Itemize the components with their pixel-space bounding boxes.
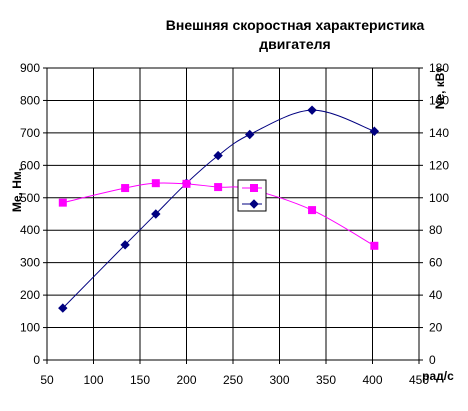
y-left-tick-label: 600: [20, 158, 40, 172]
y-left-tick-label: 300: [20, 256, 40, 270]
x-axis: 50 100 150 200 250 300 350 400 450: [40, 360, 429, 387]
series-1-line: [62, 109, 375, 309]
x-tick-label: 400: [362, 373, 382, 387]
y-right-tick-label: 40: [429, 288, 443, 302]
grid: [47, 68, 419, 360]
y-right-tick-label: 160: [429, 93, 449, 107]
y-left-tick-label: 500: [20, 191, 40, 205]
y-axis-left: 0 100 200 300 400 500 600 700 800 900: [20, 61, 47, 367]
y-left-tick-label: 400: [20, 223, 40, 237]
y-left-tick-label: 700: [20, 126, 40, 140]
y-right-tick-label: 60: [429, 256, 443, 270]
legend-items: [242, 184, 262, 209]
x-tick-label: 450: [409, 373, 429, 387]
y-left-tick-label: 200: [20, 288, 40, 302]
chart-title-line-2: двигателя: [259, 36, 330, 52]
series-2-line: [62, 182, 375, 247]
series-1-point: [58, 303, 68, 313]
series-2-point: [151, 179, 160, 188]
series-2-point: [308, 206, 317, 215]
y-left-tick-label: 100: [20, 321, 40, 335]
series-2-point: [370, 241, 379, 250]
legend: [237, 179, 267, 212]
series-2-point: [214, 183, 223, 192]
series-1-point: [307, 105, 317, 115]
y-right-tick-label: 120: [429, 158, 449, 172]
series-2-point: [58, 198, 67, 207]
x-tick-label: 150: [130, 373, 150, 387]
y-right-tick-label: 20: [429, 321, 443, 335]
y-axis-right: 0 20 40 60 80 100 120 140 160 180: [419, 61, 449, 367]
series-1-point: [369, 126, 380, 136]
y-right-tick-label: 140: [429, 126, 449, 140]
x-tick-label: 200: [176, 373, 196, 387]
y-right-tick-label: 180: [429, 61, 449, 75]
legend-series-2-marker: [250, 184, 258, 192]
x-tick-label: 300: [269, 373, 289, 387]
series-1-point: [120, 240, 130, 250]
x-tick-label: 250: [223, 373, 243, 387]
y-left-tick-label: 0: [33, 353, 40, 367]
y-right-tick-label: 80: [429, 223, 443, 237]
y-left-tick-label: 900: [20, 61, 40, 75]
x-tick-label: 50: [40, 373, 54, 387]
series-layer: [58, 105, 380, 313]
chart-title-line-1: Внешняя скоростная характеристика: [166, 17, 425, 33]
x-axis-label: рад/с: [422, 369, 454, 383]
series-1-point: [213, 150, 223, 161]
x-tick-label: 350: [316, 373, 336, 387]
series-1-point: [151, 209, 161, 219]
y-right-tick-label: 0: [429, 353, 436, 367]
series-2-point: [182, 179, 191, 188]
y-axis-right-label: Ne, кВт: [433, 67, 447, 110]
legend-series-1-marker: [249, 199, 259, 209]
series-2-point: [121, 184, 130, 193]
x-tick-label: 100: [83, 373, 103, 387]
y-axis-left-label: Me, Нм,: [10, 168, 24, 212]
y-left-tick-label: 800: [20, 93, 40, 107]
series-1-point: [245, 129, 255, 140]
y-right-tick-label: 100: [429, 191, 449, 205]
